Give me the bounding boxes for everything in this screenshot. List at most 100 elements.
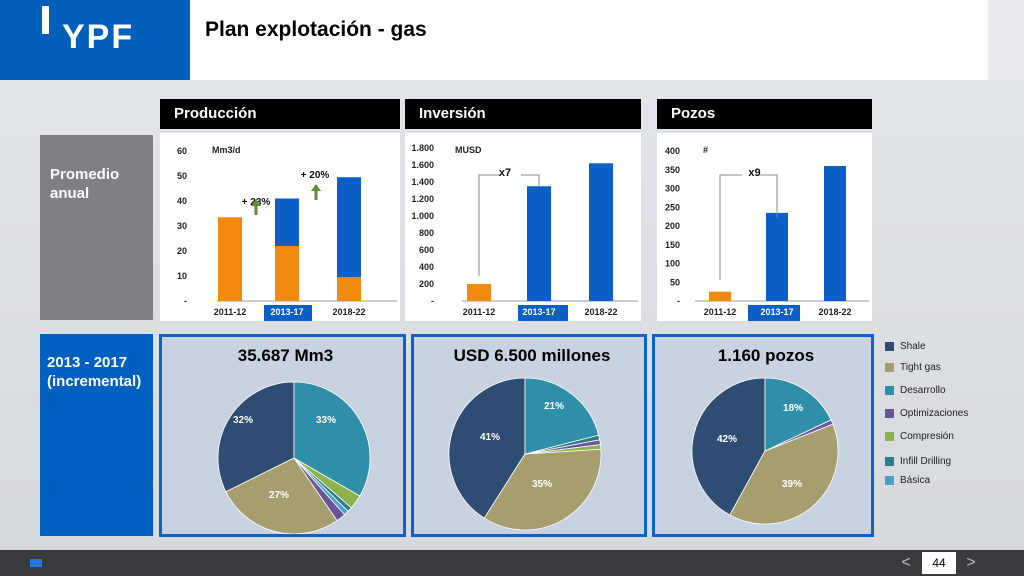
pie-slice	[729, 423, 839, 525]
pie-slice-label: 18%	[783, 403, 803, 414]
pie-slice	[293, 381, 371, 497]
legend-label: Tight gas	[900, 362, 941, 373]
y-tick-label: -	[677, 296, 680, 306]
x-tick-label: 2013-17	[522, 307, 555, 317]
legend-label: Compresión	[900, 431, 954, 442]
legend-label: Shale	[900, 341, 926, 352]
footer-arrow-icon	[30, 559, 42, 567]
bracket-line	[521, 174, 540, 186]
y-tick-label: 40	[177, 196, 187, 206]
y-tick-label: 30	[177, 221, 187, 231]
y-tick-label: 150	[665, 240, 680, 250]
pie-chart-pozos: 42% 39% 18%	[691, 377, 839, 525]
bar	[337, 277, 361, 301]
y-tick-label: 60	[177, 146, 187, 156]
footer-bar	[0, 550, 1024, 576]
y-tick-label: 200	[665, 221, 680, 231]
y-tick-label: 20	[177, 246, 187, 256]
y-tick-label: -	[184, 296, 187, 306]
bar	[467, 284, 491, 301]
annotation-label: x9	[748, 167, 760, 179]
y-tick-label: 800	[419, 228, 434, 238]
pie-slice	[448, 377, 526, 519]
highlight-tab	[264, 305, 312, 325]
next-page-button[interactable]: >	[966, 554, 976, 571]
y-tick-label: 1.600	[411, 160, 434, 170]
unit-label: Mm3/d	[212, 145, 241, 155]
x-tick-label: 2013-17	[760, 307, 793, 317]
pie-slice	[217, 381, 295, 493]
bar	[337, 177, 361, 278]
unit-label: MUSD	[455, 145, 482, 155]
y-tick-label: 1.400	[411, 177, 434, 187]
legend-swatch	[885, 408, 894, 418]
y-tick-label: 50	[670, 277, 680, 287]
row-label-promedio: Promedio anual	[40, 135, 153, 320]
pie-chart-produccion: 32% 27% 33%	[217, 381, 371, 534]
pie-panel-produccion: 35.687 Mm3 32% 27% 33%	[159, 334, 406, 537]
legend-swatch	[885, 385, 894, 395]
legend-item-shale: Shale	[885, 340, 926, 354]
legend-item-basica: Básica	[885, 474, 930, 488]
bar	[275, 198, 299, 246]
x-tick-label: 2011-12	[463, 307, 496, 317]
x-tick-label: 2018-22	[584, 307, 617, 317]
bar	[275, 246, 299, 301]
bar	[527, 186, 551, 301]
up-arrow-icon	[254, 206, 258, 215]
logo-text: YPF	[62, 18, 135, 56]
y-tick-label: 400	[665, 146, 680, 156]
legend-label: Desarrollo	[900, 385, 946, 396]
pie-chart-inversion: 41% 35% 21%	[448, 377, 602, 531]
bar	[824, 166, 846, 301]
pie-slice	[691, 377, 766, 516]
annotation-label: + 20%	[301, 170, 330, 181]
legend-item-desarrollo: Desarrollo	[885, 384, 946, 398]
pie-slice-label: 32%	[233, 415, 253, 426]
pie-slice	[764, 377, 832, 452]
pie-slice-label: 39%	[782, 479, 802, 490]
header-pozos: Pozos	[657, 99, 872, 129]
legend-item-compresion: Compresión	[885, 430, 954, 444]
total-inversion: USD 6.500 millones	[453, 346, 611, 365]
y-tick-label: 250	[665, 202, 680, 212]
legend-label: Básica	[900, 475, 931, 486]
x-tick-label: 2011-12	[214, 307, 247, 317]
highlight-tab	[518, 305, 568, 325]
y-tick-label: 100	[665, 259, 680, 269]
y-tick-label: 350	[665, 165, 680, 175]
x-tick-label: 2011-12	[704, 307, 737, 317]
legend-swatch	[885, 475, 894, 485]
up-arrow-icon	[311, 184, 321, 191]
bar-chart-pozos-svg: - 50 100 150 200 250 300 350 400 #2011-12 2013-17 2…	[665, 145, 869, 325]
pie-panel-inversion: USD 6.500 millones 41% 35% 21%	[411, 334, 647, 537]
row-label-incremental: 2013 - 2017 (incremental)	[40, 334, 153, 536]
legend-swatch	[885, 341, 894, 351]
y-tick-label: 1.800	[411, 143, 434, 153]
pie-slice-label: 41%	[480, 432, 500, 443]
legend-item-infill-drilling: Infill Drilling	[885, 455, 951, 469]
y-tick-label: -	[431, 296, 434, 306]
row-label-incremental-text: 2013 - 2017 (incremental)	[47, 354, 142, 390]
x-tick-label: 2018-22	[818, 307, 851, 317]
annotation-label: x7	[499, 167, 511, 179]
x-tick-label: 2018-22	[332, 307, 365, 317]
bar	[218, 217, 242, 301]
bracket-line	[719, 174, 742, 280]
y-tick-label: 200	[419, 279, 434, 289]
prev-page-button[interactable]: <	[901, 554, 911, 571]
legend-label: Infill Drilling	[900, 456, 952, 467]
bar-chart-produccion: - 10 20 30 40 50 60 Mm3/d 2011-12 2013-17 2018-22 +…	[160, 133, 400, 325]
y-tick-label: 1.200	[411, 194, 434, 204]
y-tick-label: 1.000	[411, 211, 434, 221]
header-inversion: Inversión	[405, 99, 641, 129]
total-produccion: 35.687 Mm3	[237, 346, 334, 365]
x-tick-label: 2013-17	[270, 307, 303, 317]
y-tick-label: 400	[419, 262, 434, 272]
up-arrow-icon	[251, 199, 261, 206]
y-tick-label: 600	[419, 245, 434, 255]
y-tick-label: 10	[177, 271, 187, 281]
legend-swatch	[885, 362, 894, 372]
bar	[589, 163, 613, 301]
pie-slice	[483, 448, 602, 531]
